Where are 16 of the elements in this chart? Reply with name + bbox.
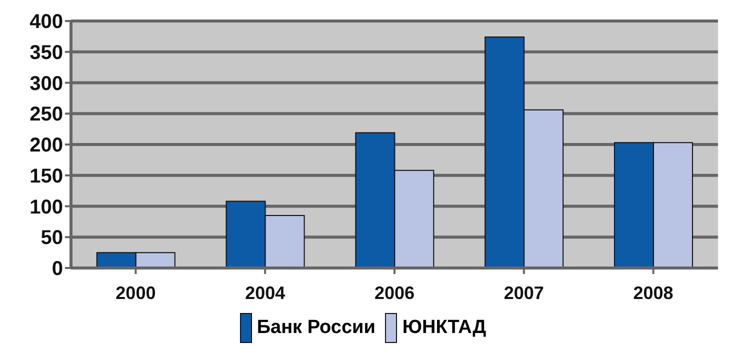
y-tick-label: 100	[30, 196, 63, 218]
y-tick-label: 350	[30, 42, 63, 64]
y-tick-label: 200	[30, 134, 63, 157]
x-tick-label: 2000	[116, 282, 156, 303]
x-tick-label: 2007	[504, 282, 544, 303]
y-tick-label: 50	[40, 227, 63, 250]
x-tick-label: 2008	[633, 282, 674, 303]
y-tick-label: 300	[30, 72, 63, 95]
y-tick-label: 400	[30, 11, 63, 34]
legend-label: ЮНКТАД	[402, 317, 486, 339]
x-tick-label: 2006	[374, 282, 415, 303]
y-tick-label: 0	[52, 258, 63, 280]
y-tick-label: 250	[30, 104, 63, 126]
x-tick-label: 2004	[245, 282, 286, 303]
y-tick-label: 150	[30, 165, 63, 188]
legend-label: Банк России	[256, 317, 376, 339]
